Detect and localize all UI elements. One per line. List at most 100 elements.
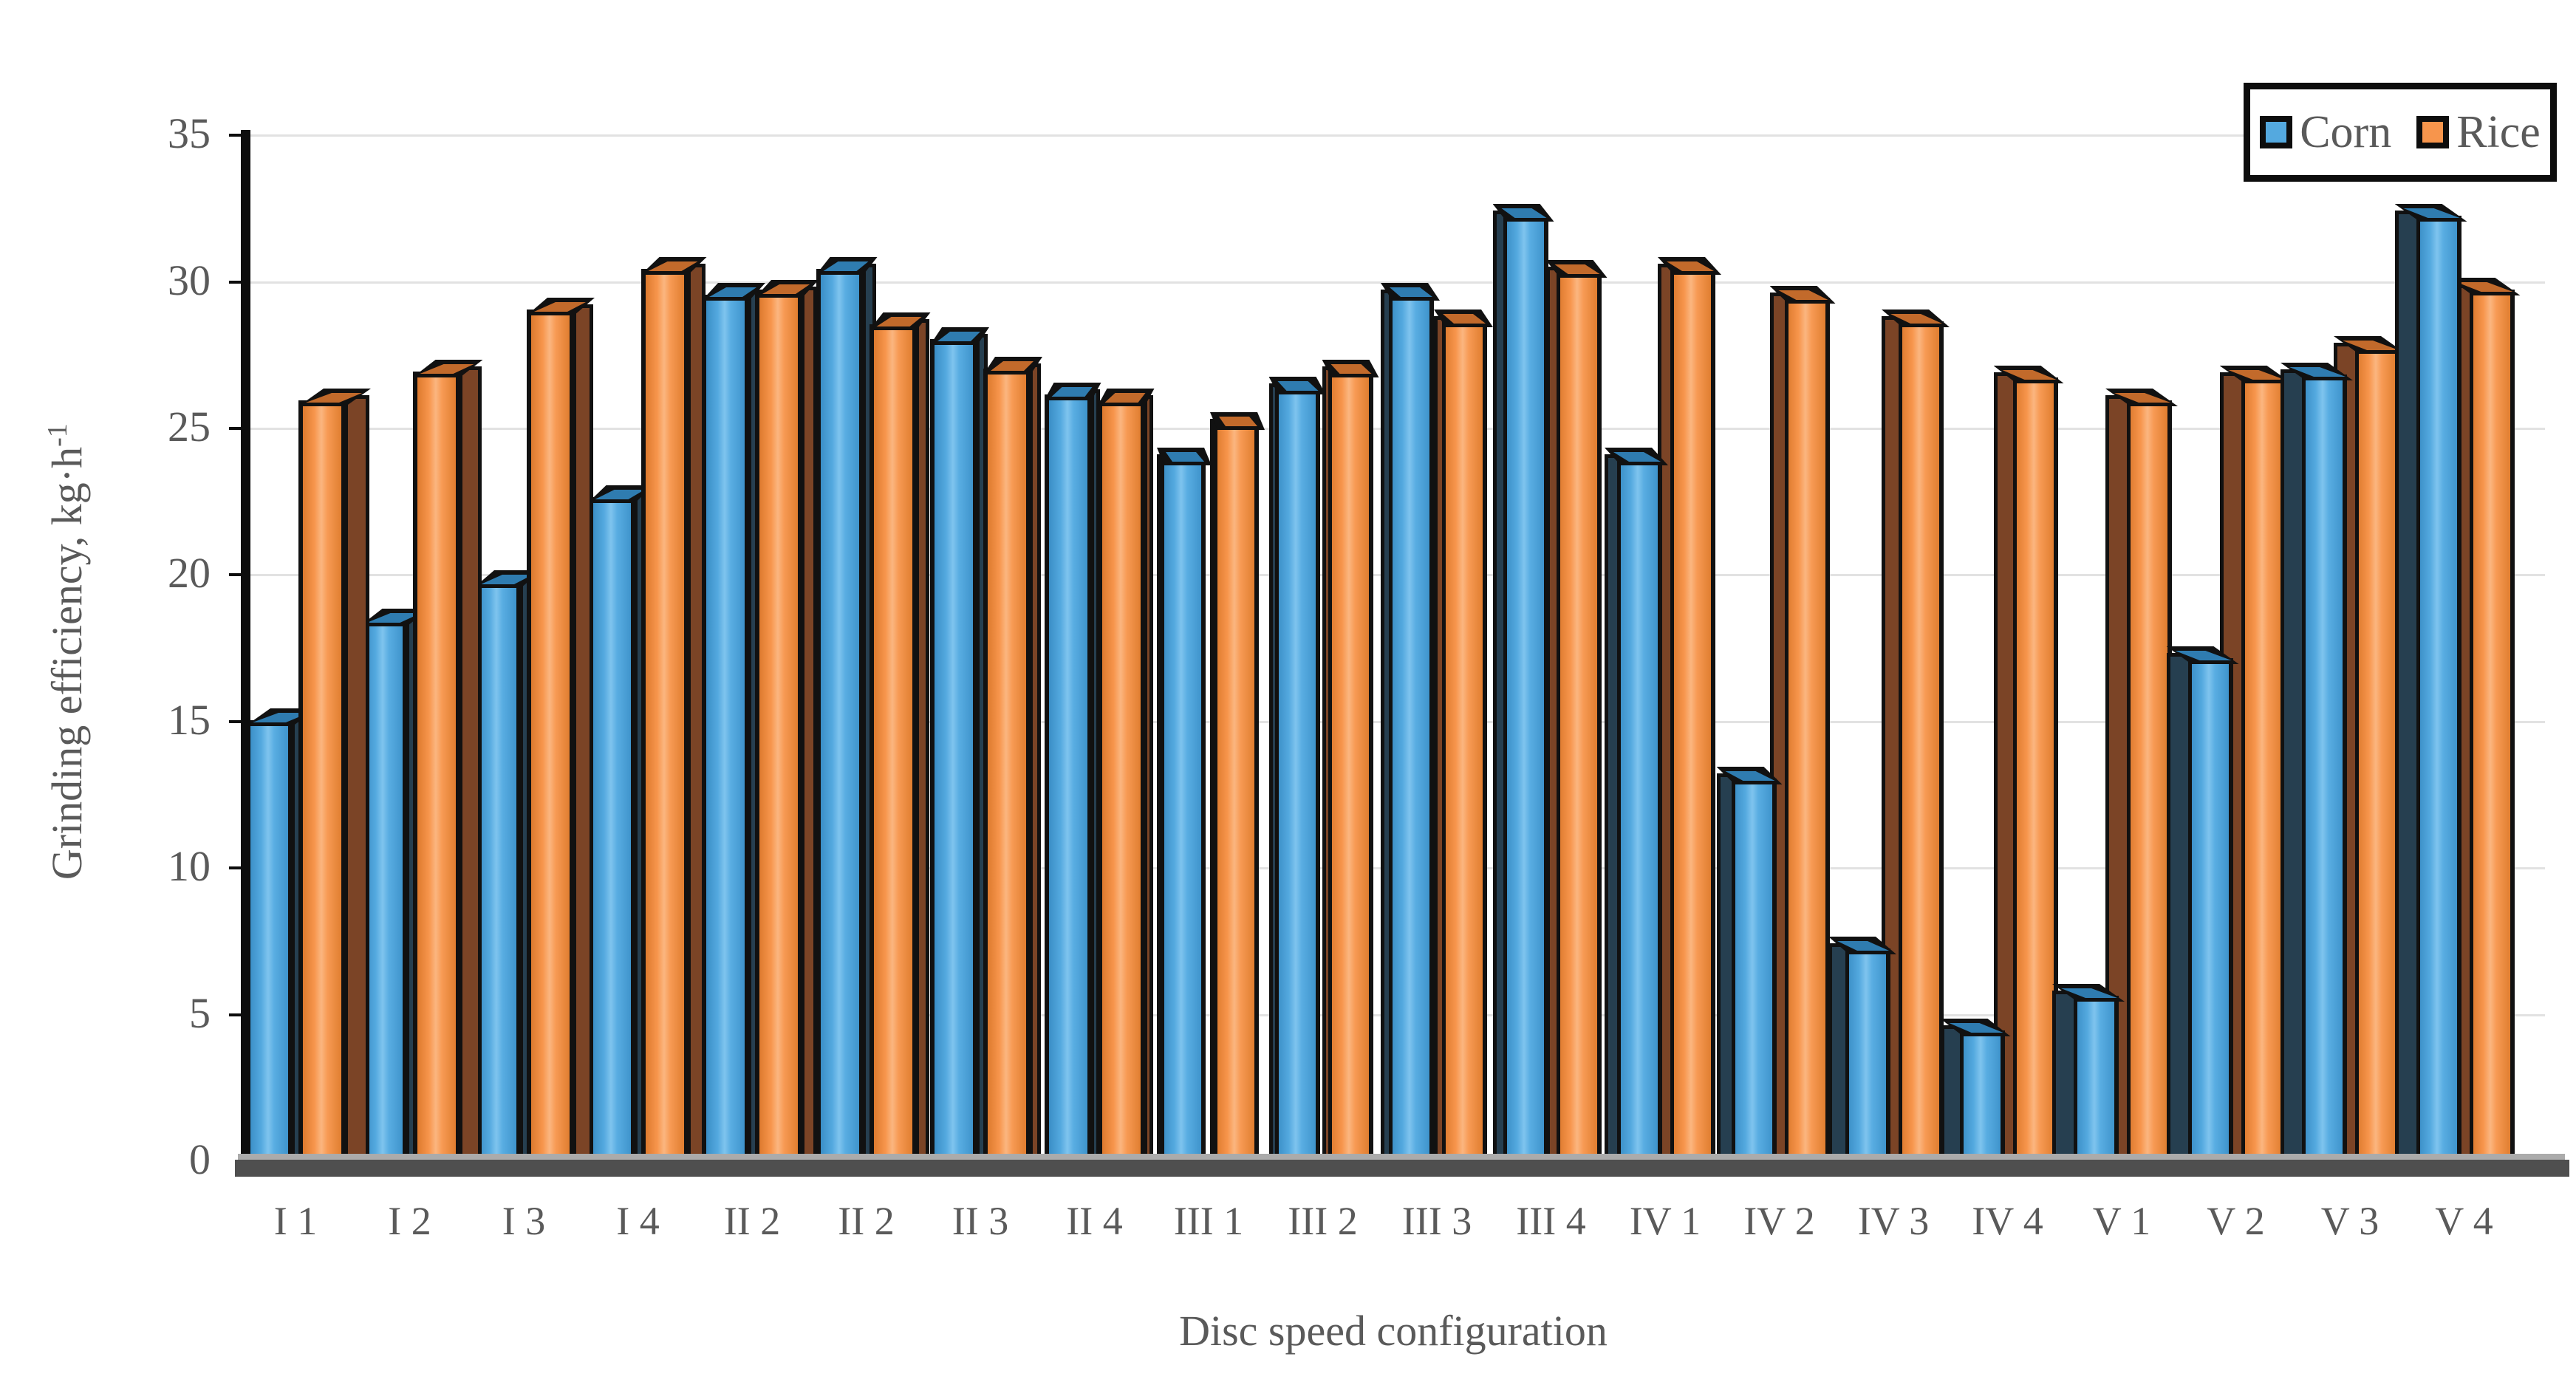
x-tick-label: V 4	[2435, 1199, 2493, 1243]
bar-side-face	[1157, 454, 1164, 1165]
bar-side-face	[1716, 773, 1735, 1165]
bar-rice-iv-3	[1882, 310, 1950, 1166]
x-tick-label: III 4	[1516, 1199, 1586, 1243]
bar-side-face	[1940, 1025, 1964, 1165]
corn-swatch-icon	[2260, 116, 2293, 148]
bar-corn-v-4	[2394, 204, 2467, 1166]
legend-label-corn: Corn	[2300, 107, 2392, 157]
bar-side-face	[344, 395, 369, 1165]
y-axis-tickmark	[229, 573, 241, 577]
y-axis-tickmark	[229, 280, 241, 284]
bar-side-face	[1143, 395, 1153, 1165]
y-tick-label: 15	[168, 695, 211, 744]
bar-corn-iv-1	[1605, 448, 1668, 1166]
bar-top-face	[876, 317, 922, 326]
bar-side-face	[573, 304, 593, 1165]
bar-rice-v-1	[2105, 389, 2178, 1166]
bar-rice-i-3	[527, 298, 595, 1166]
bar-corn-iv-2	[1716, 767, 1783, 1166]
bar-top-face	[1166, 452, 1204, 462]
bar-rice-i-1	[298, 389, 371, 1166]
x-tick-label: I 2	[388, 1199, 431, 1243]
bar-rice-v-4	[2447, 278, 2521, 1166]
x-tick-label: IV 1	[1629, 1199, 1701, 1243]
bar-rice-iii-2	[1322, 360, 1379, 1166]
bar-top-face	[1390, 287, 1432, 297]
bar-corn-ii-4	[1044, 383, 1101, 1166]
chart-floor-top	[238, 1154, 2565, 1160]
bar-side-face	[2052, 991, 2077, 1165]
bar-side-face	[1322, 366, 1332, 1165]
y-tick-label: 35	[168, 109, 211, 158]
bar-rice-iv-4	[1993, 366, 2064, 1166]
bar-top-face	[1277, 381, 1319, 391]
bar-rice-v-2	[2219, 366, 2292, 1166]
x-tick-label: V 3	[2320, 1199, 2379, 1243]
bar-side-face	[1828, 943, 1849, 1165]
bar-rice-iv-1	[1658, 257, 1721, 1166]
bar-side-face	[1268, 383, 1279, 1165]
y-axis-tickmark	[229, 134, 241, 137]
gridline	[250, 281, 2545, 284]
y-axis-tickmark	[229, 1013, 241, 1016]
y-axis-title-text: Grinding efficiency, kg·h	[43, 446, 92, 880]
bar-corn-v-3	[2281, 363, 2353, 1166]
bar-side-face	[2281, 369, 2306, 1165]
legend: Corn Rice	[2244, 83, 2557, 182]
bar-top-face	[991, 361, 1034, 371]
bar-corn-i-4	[587, 485, 654, 1166]
legend-item-rice: Rice	[2416, 109, 2541, 155]
x-tick-label: V 2	[2207, 1199, 2265, 1243]
x-tick-label: IV 4	[1972, 1199, 2043, 1243]
x-tick-label: II 4	[1066, 1199, 1123, 1243]
y-tick-label: 20	[168, 549, 211, 598]
bar-side-face	[1434, 316, 1446, 1165]
bar-rice-v-3	[2334, 336, 2406, 1166]
y-tick-label: 5	[189, 988, 211, 1037]
x-tick-label: III 2	[1288, 1199, 1358, 1243]
x-tick-label: I 4	[616, 1199, 660, 1243]
bar-corn-v-1	[2052, 984, 2125, 1166]
bar-corn-iv-3	[1828, 937, 1896, 1166]
bar-rice-ii-2	[755, 280, 819, 1166]
bar-side-face	[1492, 211, 1507, 1165]
bar-corn-iii-3	[1381, 283, 1440, 1166]
y-axis-tickmark	[229, 866, 241, 870]
x-tick-label: V 1	[2092, 1199, 2151, 1243]
bar-side-face	[2394, 211, 2420, 1165]
bar-top-face	[1330, 364, 1372, 374]
bar-top-face	[1219, 417, 1257, 426]
bar-top-face	[1051, 387, 1093, 397]
rice-swatch-icon	[2416, 116, 2450, 148]
legend-item-corn: Corn	[2260, 109, 2391, 155]
x-tick-label: I 3	[502, 1199, 546, 1243]
bar-corn-iii-4	[1492, 204, 1554, 1166]
bar-top-face	[1443, 314, 1486, 324]
x-tick-label: I 1	[273, 1199, 318, 1243]
y-tick-label: 30	[168, 256, 211, 304]
bar-corn-v-2	[2166, 646, 2239, 1166]
x-tick-label: III 1	[1173, 1199, 1244, 1243]
bar-side-face	[1210, 419, 1217, 1165]
y-tick-label: 10	[168, 842, 211, 891]
x-tick-label: III 3	[1401, 1199, 1472, 1243]
bar-side-face	[1381, 290, 1393, 1165]
x-axis-title: Disc speed configuration	[1179, 1307, 1608, 1355]
bar-top-face	[823, 261, 869, 271]
y-axis-tickmark	[229, 719, 241, 723]
bar-rice-iii-4	[1545, 260, 1608, 1166]
bar-side-face	[1029, 363, 1041, 1165]
bar-rice-i-4	[640, 257, 707, 1166]
x-tick-label: II 2	[723, 1199, 781, 1243]
bar-side-face	[1605, 454, 1621, 1165]
bar-rice-iii-1	[1210, 412, 1265, 1166]
gridline	[250, 134, 2545, 137]
y-axis-line	[241, 130, 250, 1166]
bar-corn-iv-4	[1940, 1019, 2011, 1166]
x-tick-label: IV 2	[1743, 1199, 1815, 1243]
legend-label-rice: Rice	[2456, 107, 2541, 157]
bar-side-face	[801, 287, 817, 1165]
bar-corn-ii-2	[702, 283, 765, 1166]
bar-corn-ii-2	[816, 257, 878, 1166]
